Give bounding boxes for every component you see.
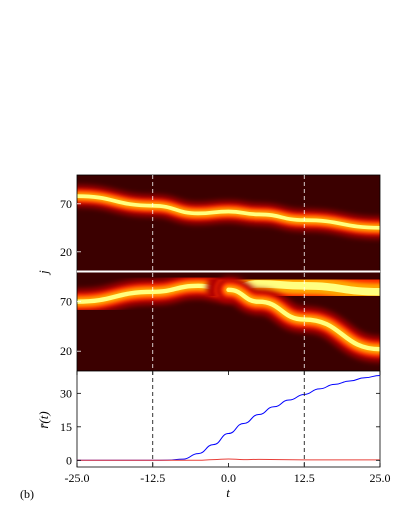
y-tick-label: 20 xyxy=(60,245,72,259)
y-tick-label: 70 xyxy=(60,295,72,309)
panel-label: (b) xyxy=(20,487,34,501)
line-plot-series xyxy=(77,374,380,461)
heatmap-ridge-core xyxy=(226,287,380,352)
y-tick-label: 20 xyxy=(60,344,72,358)
heatmap-middle-ridges xyxy=(77,272,380,362)
vertical-marker-lines xyxy=(152,175,305,467)
line-series-2 xyxy=(77,458,380,461)
axis-ticks: -25.0 -12.5 0.0 12.5 25.0 70 20 70 20 30 15 0 xyxy=(60,197,391,485)
y-tick-label: 15 xyxy=(60,420,72,434)
line-series-1 xyxy=(77,374,380,461)
x-tick-label: -12.5 xyxy=(140,471,165,485)
y-tick-label: 30 xyxy=(60,386,72,400)
y-axis-label-heatmaps: j xyxy=(36,270,51,276)
line-plot-frame xyxy=(76,370,381,468)
x-tick-label: 25.0 xyxy=(370,471,391,485)
y-tick-label: 0 xyxy=(66,453,72,467)
y-tick-label: 70 xyxy=(60,197,72,211)
x-tick-label: 12.5 xyxy=(294,471,315,485)
heatmap-ridge-core xyxy=(77,194,380,230)
heatmap-middle-panel xyxy=(77,272,380,371)
x-tick-label: 0.0 xyxy=(221,471,236,485)
x-tick-label: -25.0 xyxy=(65,471,90,485)
y-axis-label-bottom: r̄(t) xyxy=(36,411,51,428)
line-plot-panel xyxy=(76,370,381,468)
heatmap-top-ridges xyxy=(77,185,380,239)
x-axis-label: t xyxy=(226,485,230,500)
heatmap-top-panel xyxy=(77,175,380,271)
